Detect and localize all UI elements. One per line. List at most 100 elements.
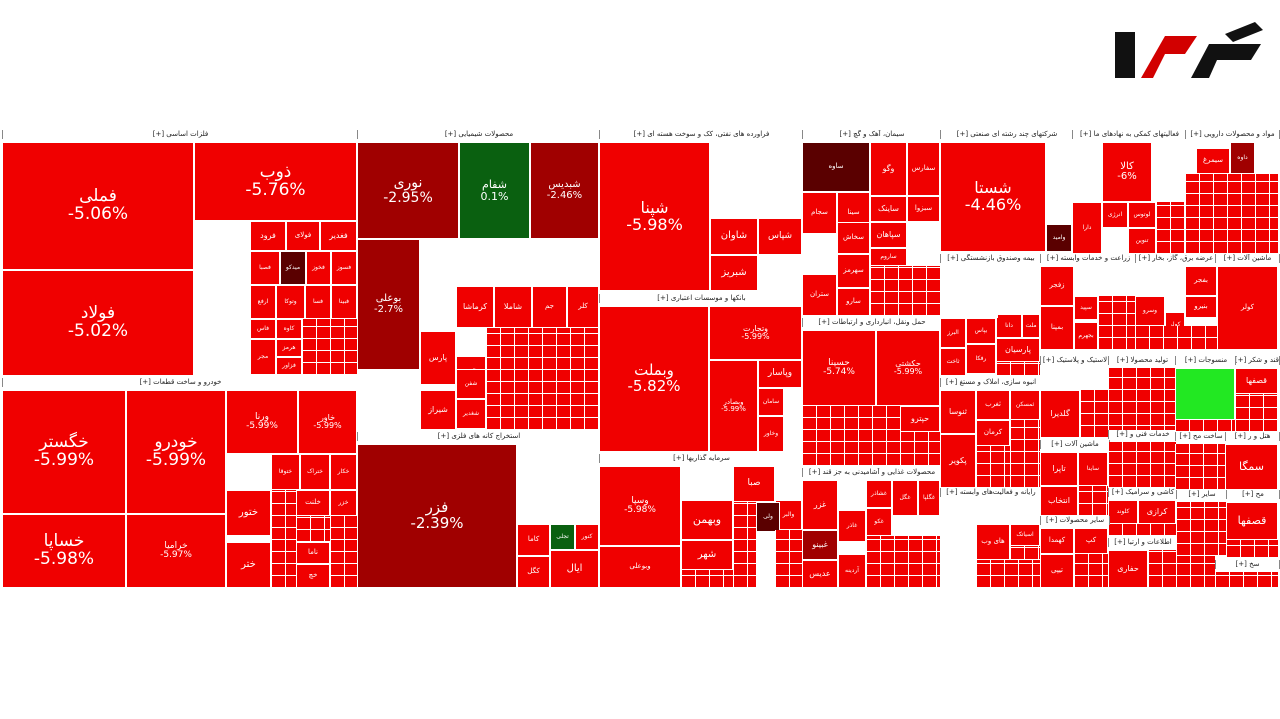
stock-tile-125[interactable]: کرمان: [976, 420, 1010, 446]
stock-tile-77[interactable]: ساینک: [870, 196, 907, 222]
sector-header-31[interactable]: مح [+]: [1226, 490, 1280, 499]
stock-tile-108[interactable]: سپید: [1074, 296, 1098, 320]
stock-tile-124[interactable]: ثمسکن: [1010, 390, 1040, 420]
stock-tile-1[interactable]: فولاد -5.02%: [2, 270, 194, 376]
sector-header-16[interactable]: ماشین آلات [+]: [1040, 440, 1110, 449]
stock-tile-55[interactable]: شاوان: [710, 218, 758, 255]
sector-header-14[interactable]: زراعت و خدمات وابسته [+]: [1040, 254, 1137, 263]
stock-tile-47[interactable]: شغدیر: [456, 399, 486, 429]
stock-tile-68[interactable]: صبا: [733, 466, 775, 502]
stock-tile-72[interactable]: سفارس: [907, 142, 940, 196]
stock-tile-37[interactable]: شبديس -2.46%: [530, 142, 599, 239]
stock-tile-120[interactable]: پارسیان: [996, 338, 1040, 362]
stock-tile-81[interactable]: ستران: [802, 274, 837, 316]
stock-tile-111[interactable]: بفجر: [1185, 266, 1217, 296]
stock-tile-9[interactable]: فصبا: [250, 251, 280, 285]
stock-tile-95[interactable]: غشاذر: [866, 480, 892, 508]
stock-tile-118[interactable]: ملت: [1022, 314, 1040, 338]
sector-header-17[interactable]: انبوه سازی، املاک و مستغ [+]: [940, 378, 1042, 387]
stock-tile-105[interactable]: سیمرغ: [1196, 148, 1230, 174]
sector-header-6[interactable]: مواد و محصولات دارویی [+]: [1185, 130, 1280, 139]
sector-header-32[interactable]: سخ [+]: [1215, 560, 1280, 569]
stock-tile-99[interactable]: کالا -6%: [1102, 142, 1152, 202]
stock-tile-79[interactable]: سخاش: [837, 222, 870, 254]
stock-tile-58[interactable]: وبملت -5.82%: [599, 306, 709, 452]
stock-tile-129[interactable]: انتخاب: [1040, 486, 1078, 516]
stock-tile-22[interactable]: خراميا -5.97%: [126, 514, 226, 588]
sector-header-26[interactable]: سایر محصولات [+]: [1040, 516, 1110, 525]
sector-header-7[interactable]: خودرو و ساخت قطعات [+]: [2, 378, 359, 387]
stock-tile-71[interactable]: وگو: [870, 142, 907, 196]
stock-tile-135[interactable]: تیپی: [1040, 554, 1074, 588]
stock-tile-28[interactable]: خزر: [330, 490, 357, 516]
stock-tile-60[interactable]: وبصادر -5.99%: [709, 360, 758, 452]
stock-tile-54[interactable]: شپنا -5.98%: [599, 142, 710, 291]
sector-header-8[interactable]: استخراج کانه های فلزی [+]: [357, 432, 601, 441]
stock-tile-13[interactable]: فبینا: [331, 285, 357, 319]
stock-tile-0[interactable]: فملی -5.06%: [2, 142, 194, 270]
stock-tile-14[interactable]: کاوه: [276, 319, 302, 339]
stock-tile-138[interactable]: حفاری: [1108, 550, 1148, 588]
stock-tile-94[interactable]: غگلپا: [918, 480, 940, 516]
stock-tile-35[interactable]: نوری -2.95%: [357, 142, 459, 239]
stock-tile-90[interactable]: عدیس: [802, 560, 838, 588]
sector-header-18[interactable]: لاستیک و پلاستیک [+]: [1040, 356, 1110, 365]
stock-tile-10[interactable]: ارفع: [250, 285, 276, 319]
sector-header-13[interactable]: بیمه وصندوق بازنشستگی [+]: [940, 254, 1042, 263]
stock-tile-19[interactable]: خگستر -5.99%: [2, 390, 126, 514]
stock-tile-84[interactable]: حسینا -5.74%: [802, 330, 876, 406]
stock-tile-137[interactable]: اسیاتک: [1010, 524, 1040, 546]
sector-header-2[interactable]: فراورده های نفتی، کک و سوخت هسته ای [+]: [599, 130, 804, 139]
stock-tile-136[interactable]: های وب: [976, 524, 1010, 560]
stock-tile-39[interactable]: کلر: [567, 286, 599, 328]
sector-header-28[interactable]: سایر [+]: [1176, 490, 1228, 499]
sector-header-10[interactable]: سرمایه گذاریها [+]: [599, 454, 804, 463]
textile-green-tile[interactable]: [1175, 368, 1235, 420]
stock-tile-17[interactable]: مجر: [250, 339, 276, 375]
stock-tile-104[interactable]: داوه: [1230, 142, 1255, 174]
stock-tile-4[interactable]: فرود: [250, 221, 286, 251]
stock-tile-80[interactable]: سهرمز: [837, 254, 870, 288]
stock-tile-101[interactable]: انرژی: [1102, 202, 1128, 228]
stock-tile-5[interactable]: فغدیر: [320, 221, 357, 251]
stock-tile-20[interactable]: خساپا -5.98%: [2, 514, 126, 588]
stock-tile-121[interactable]: ثاخت: [940, 348, 966, 376]
stock-tile-36[interactable]: شفام 0.1%: [459, 142, 530, 239]
stock-tile-83[interactable]: ساروم: [870, 248, 907, 266]
stock-tile-27[interactable]: ختوقا: [271, 454, 300, 490]
stock-tile-51[interactable]: کاما: [517, 524, 550, 556]
stock-tile-63[interactable]: وخاور: [758, 416, 784, 452]
stock-tile-130[interactable]: ساینا: [1078, 452, 1108, 486]
stock-tile-16[interactable]: هرمز: [276, 339, 302, 357]
stock-tile-45[interactable]: شفن: [456, 369, 486, 399]
sector-header-0[interactable]: فلزات اساسی [+]: [2, 130, 359, 139]
stock-tile-48[interactable]: فزر -2.39%: [357, 444, 517, 588]
stock-tile-67[interactable]: وبوعلی: [599, 546, 681, 588]
stock-tile-114[interactable]: کولر: [1217, 266, 1278, 350]
sector-header-30[interactable]: هتل و ر [+]: [1225, 432, 1280, 441]
stock-tile-15[interactable]: فاس: [250, 319, 276, 339]
sector-header-15[interactable]: عرضه برق، گاز، بخار [+]: [1135, 254, 1217, 263]
stock-tile-122[interactable]: ثنوسا: [940, 390, 976, 434]
stock-tile-132[interactable]: کرازی: [1138, 500, 1176, 524]
sector-header-9[interactable]: بانکها و موسسات اعتباری [+]: [599, 294, 804, 303]
stock-tile-31[interactable]: ناما: [296, 542, 330, 564]
stock-tile-57[interactable]: شپاس: [758, 218, 802, 255]
stock-tile-52[interactable]: کگل: [517, 556, 550, 588]
stock-tile-93[interactable]: غاذر: [838, 510, 866, 542]
stock-tile-64[interactable]: وسپا -5.98%: [599, 466, 681, 546]
stock-tile-92[interactable]: غکو: [866, 508, 892, 536]
stock-tile-140[interactable]: سمگا: [1225, 444, 1278, 490]
sector-header-19[interactable]: تولید محصولا [+]: [1108, 356, 1177, 365]
stock-tile-110[interactable]: بمپنا: [1040, 306, 1074, 350]
stock-tile-25[interactable]: خکار: [330, 454, 357, 490]
stock-tile-26[interactable]: ختراک: [300, 454, 330, 490]
stock-tile-50[interactable]: کنور: [575, 524, 599, 550]
sector-header-21[interactable]: قند و شکر [+]: [1235, 356, 1280, 365]
stock-tile-61[interactable]: وپاسار: [758, 360, 802, 388]
sector-header-5[interactable]: فعالیتهای کمکی به نهادهای ما [+]: [1072, 130, 1187, 139]
stock-tile-115[interactable]: البرز: [940, 318, 966, 348]
stock-tile-70[interactable]: ولی: [756, 502, 780, 532]
stock-tile-91[interactable]: غگل: [892, 480, 918, 516]
stock-tile-76[interactable]: سبزوا: [907, 196, 940, 222]
